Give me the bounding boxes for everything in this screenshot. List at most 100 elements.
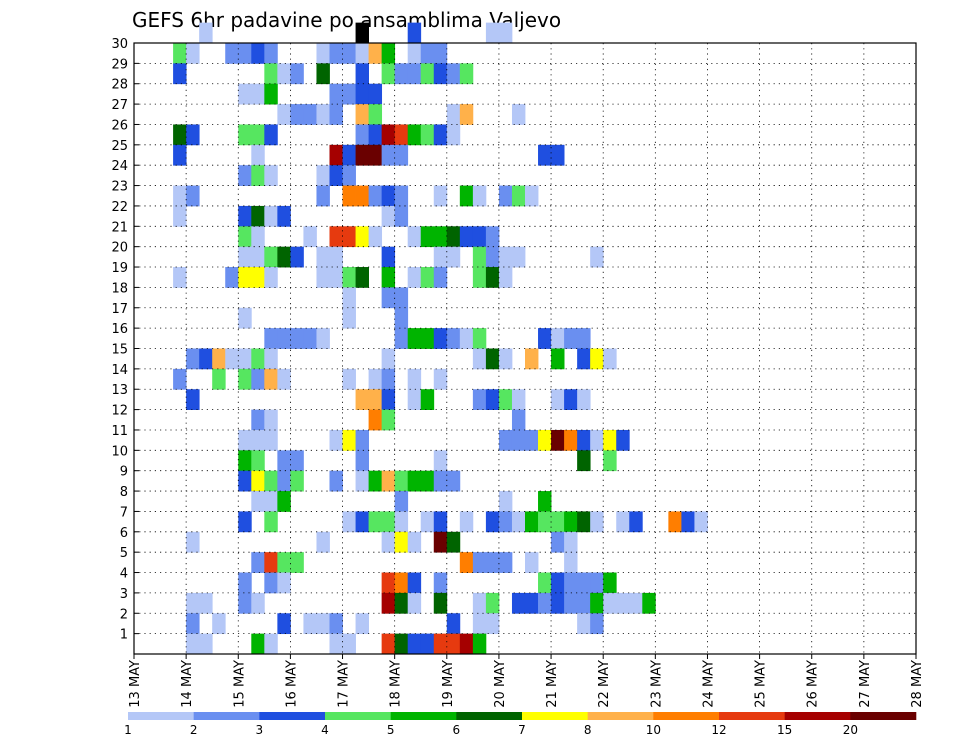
precip-cell: [316, 63, 330, 85]
precip-cell: [511, 592, 526, 614]
precip-cell: [277, 63, 291, 85]
precip-cell: [186, 348, 200, 370]
precip-cell: [329, 267, 343, 288]
precip-cell: [238, 83, 252, 105]
precip-cell: [394, 491, 409, 512]
precip-cell: [251, 429, 265, 451]
y-tick-label: 7: [120, 505, 128, 520]
precip-cell: [316, 43, 330, 64]
precip-cell: [264, 368, 278, 390]
precip-cell: [446, 246, 461, 268]
precip-cell: [498, 246, 513, 268]
precip-cell: [394, 572, 409, 594]
precip-cell: [238, 368, 252, 390]
precip-cell: [264, 246, 278, 268]
precip-cell: [303, 226, 317, 248]
colorbar-swatch: [587, 712, 654, 720]
precip-cell: [199, 592, 213, 614]
precip-cell: [342, 307, 356, 329]
y-tick-label: 5: [120, 546, 128, 561]
precip-cell: [368, 226, 383, 248]
precip-cell: [251, 450, 265, 472]
precip-cell: [394, 124, 409, 146]
precip-cell: [381, 592, 396, 614]
precip-cell: [498, 552, 513, 573]
y-axis: 1234567891011121314151617181920212223242…: [111, 37, 139, 643]
precip-cell: [394, 144, 409, 166]
precip-cell: [394, 511, 409, 533]
precip-cell: [251, 267, 265, 288]
precip-cell: [498, 185, 513, 207]
precip-cell: [238, 307, 252, 329]
precip-cell: [564, 592, 578, 614]
precip-cell: [277, 368, 291, 390]
precip-cell: [199, 22, 213, 44]
precip-cell: [342, 83, 356, 105]
y-tick-label: 10: [111, 444, 128, 459]
precip-cell: [577, 592, 591, 614]
precip-cell: [446, 124, 461, 146]
precip-cell: [525, 552, 539, 573]
precip-cell: [433, 43, 448, 64]
precip-cell: [538, 572, 552, 594]
precip-cell: [485, 389, 500, 410]
precipitation-cells: [173, 22, 708, 655]
precip-cell: [381, 43, 396, 64]
precip-cell: [485, 348, 500, 370]
precip-cell: [264, 205, 278, 227]
precip-cell: [407, 63, 422, 85]
precip-cell: [420, 511, 435, 533]
precip-cell: [394, 287, 409, 309]
precip-cell: [407, 267, 422, 288]
precip-cell: [420, 226, 435, 248]
precip-cell: [355, 470, 369, 492]
x-tick-label: 15 MAY: [232, 660, 247, 708]
y-tick-label: 4: [120, 567, 128, 582]
precip-cell: [459, 226, 474, 248]
precip-cell: [394, 531, 409, 553]
precip-cell: [368, 124, 383, 146]
precip-cell: [485, 22, 500, 44]
precip-cell: [394, 592, 409, 614]
precip-cell: [251, 144, 265, 166]
precip-cell: [173, 63, 187, 85]
precip-cell: [420, 389, 435, 410]
precip-cell: [381, 124, 396, 146]
colorbar-label: 4: [321, 723, 329, 737]
precip-cell: [459, 328, 474, 349]
precip-cell: [433, 511, 448, 533]
precip-cell: [303, 328, 317, 349]
precip-cell: [577, 511, 591, 533]
x-tick-label: 23 MAY: [649, 660, 664, 708]
precip-cell: [472, 348, 487, 370]
precip-cell: [342, 429, 356, 451]
precip-cell: [551, 389, 565, 410]
precip-cell: [498, 491, 513, 512]
precip-cell: [368, 144, 383, 166]
precip-cell: [420, 470, 435, 492]
colorbar-label: 7: [518, 723, 526, 737]
precip-cell: [538, 511, 552, 533]
precip-cell: [485, 592, 500, 614]
precip-cell: [186, 633, 200, 655]
precip-cell: [238, 165, 252, 186]
precip-cell: [381, 63, 396, 85]
precip-cell: [394, 205, 409, 227]
precip-cell: [225, 43, 239, 64]
precip-cell: [342, 43, 356, 64]
precip-cell: [251, 124, 265, 146]
x-tick-label: 26 MAY: [806, 660, 821, 708]
precip-cell: [329, 226, 343, 248]
precip-cell: [186, 389, 200, 410]
precip-cell: [433, 267, 448, 288]
x-tick-label: 13 MAY: [128, 660, 143, 708]
precip-cell: [264, 511, 278, 533]
precip-cell: [407, 572, 422, 594]
y-tick-label: 8: [120, 485, 128, 500]
precip-cell: [238, 124, 252, 146]
precip-cell: [446, 104, 461, 125]
precip-cell: [251, 592, 265, 614]
precip-cell: [459, 511, 474, 533]
colorbar-label: 10: [646, 723, 661, 737]
x-tick-label: 16 MAY: [284, 660, 299, 708]
